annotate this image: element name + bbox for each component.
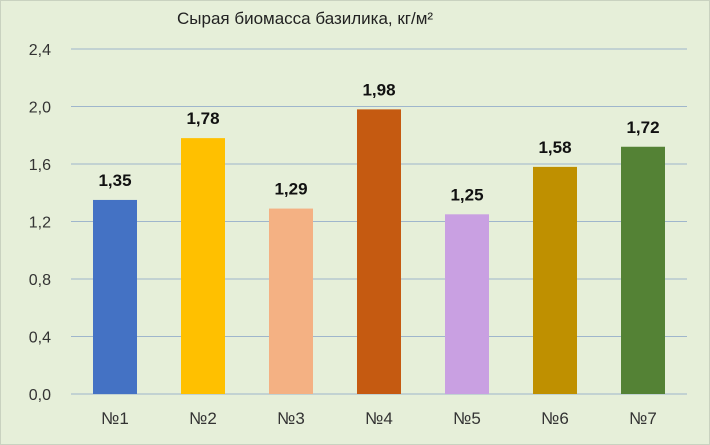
data-label: 1,78 [186,109,219,128]
y-tick-label: 2,4 [29,42,51,59]
y-tick-label: 1,2 [29,215,51,232]
bar [357,109,401,394]
y-tick-label: 0,8 [29,272,51,289]
x-tick-label: №3 [277,409,305,428]
data-label: 1,72 [626,118,659,137]
data-label: 1,25 [450,185,483,204]
bar [93,199,137,394]
x-tick-label: №1 [101,409,129,428]
bar [621,146,665,394]
y-tick-label: 0,4 [29,330,51,347]
data-label: 1,29 [274,180,307,199]
data-label: 1,35 [98,171,131,190]
bar [533,166,577,394]
y-tick-label: 2,0 [29,100,51,117]
x-tick-label: №7 [629,409,657,428]
bar [445,214,489,394]
x-tick-label: №6 [541,409,569,428]
data-label: 1,58 [538,138,571,157]
x-tick-label: №4 [365,409,393,428]
x-tick-label: №5 [453,409,481,428]
bar [269,208,313,394]
y-tick-label: 1,6 [29,157,51,174]
chart-title: Сырая биомасса базилика, кг/м² [177,9,434,28]
y-tick-label: 0,0 [29,387,51,404]
bar [181,138,225,394]
x-tick-label: №2 [189,409,217,428]
data-label: 1,98 [362,80,395,99]
